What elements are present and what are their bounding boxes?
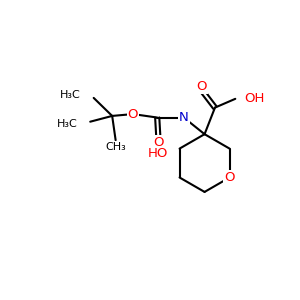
Text: O: O [224, 171, 235, 184]
Text: H₃C: H₃C [57, 118, 77, 128]
Text: N: N [179, 111, 189, 124]
Text: OH: OH [244, 92, 264, 105]
Text: O: O [153, 136, 164, 149]
Text: CH₃: CH₃ [105, 142, 126, 152]
Text: HO: HO [148, 147, 169, 160]
Text: O: O [128, 108, 138, 121]
Text: H₃C: H₃C [60, 90, 81, 100]
Text: O: O [196, 80, 207, 93]
